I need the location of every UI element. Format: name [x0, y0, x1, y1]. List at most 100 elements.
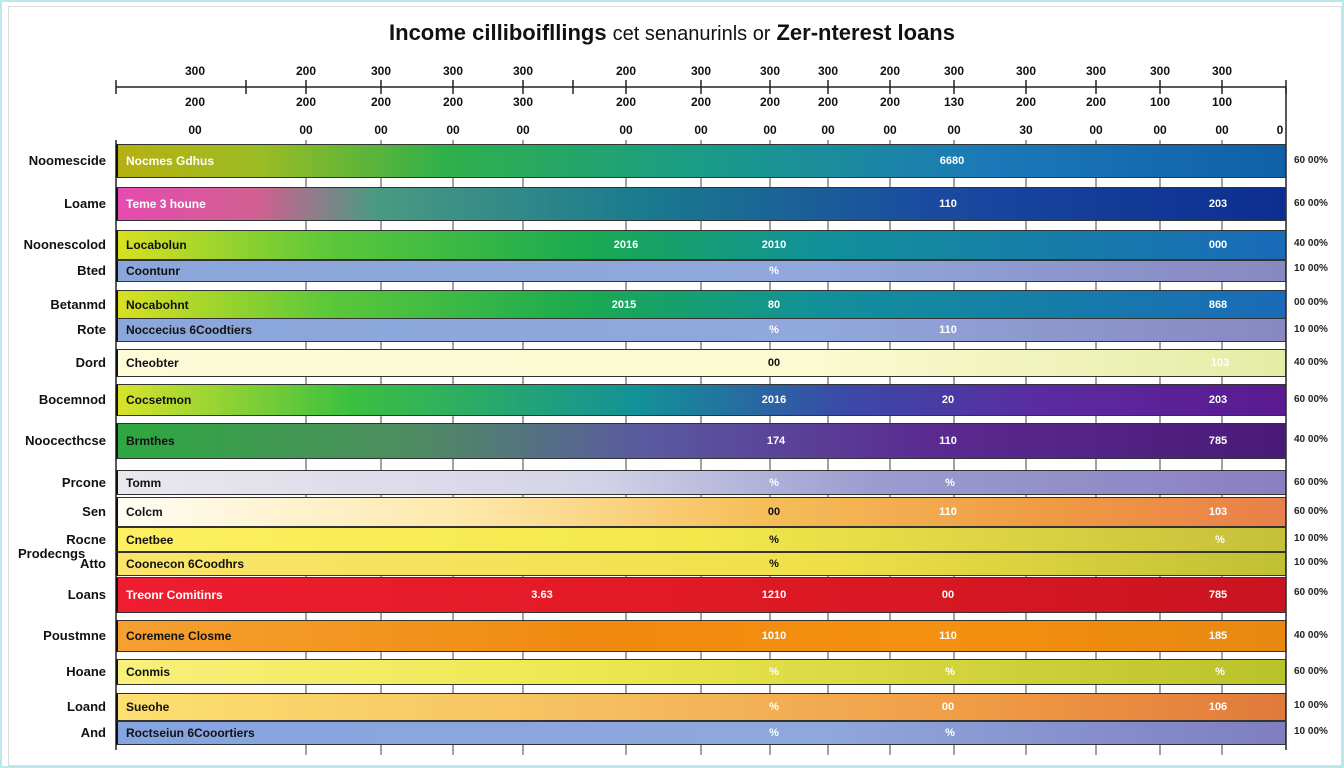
bar-value-label: 2010 [761, 239, 787, 251]
tick-label-mid: 200 [615, 95, 637, 109]
row-label: Bocemnod [38, 392, 106, 407]
tick-label-mid: 200 [442, 95, 464, 109]
row-label: Prcone [61, 474, 106, 490]
tick-label-bottom: 00 [188, 123, 202, 137]
bar-value-label: % [769, 265, 779, 277]
tick-label-top: 300 [1211, 64, 1233, 78]
tick-label-mid: 130 [943, 95, 965, 109]
bar-name-label: Cocsetmon [126, 393, 192, 407]
bar-value-label: 1010 [761, 630, 787, 642]
bar-name-label: Cheobter [126, 356, 179, 370]
bar-value-label: 6680 [939, 155, 965, 167]
row-percent: 10 00% [1294, 533, 1328, 544]
row-label: Noocecthcse [25, 433, 106, 448]
tick-label-bottom: 0 [1276, 123, 1284, 137]
bar-row: Nocmes Gdhus 6680 [116, 144, 1286, 178]
row-percent: 10 00% [1294, 324, 1328, 335]
bar-value-label: % [769, 727, 779, 739]
bar-value-label: 2016 [761, 394, 787, 406]
row-label: Rote [77, 322, 106, 337]
tick-label-bottom: 00 [947, 123, 961, 137]
bar-value-label: 785 [1208, 435, 1228, 447]
bar-value-label: 174 [766, 435, 786, 447]
tick-label-top: 300 [943, 64, 965, 78]
chart-title: Income cilliboifllings cet senanurinls or… [0, 20, 1344, 46]
bar-row: Cnetbee%% [116, 527, 1286, 552]
bar-row: Coonecon 6Coodhrs% [116, 552, 1286, 576]
bar-name-label: Sueohe [126, 700, 170, 714]
bar-name-label: Tomm [126, 475, 162, 490]
row-percent: 10 00% [1294, 700, 1328, 711]
bar-value-label: 00 [941, 701, 955, 713]
bar-value-label: % [945, 476, 955, 489]
row-percent: 60 00% [1294, 506, 1328, 517]
bar-value-label: % [769, 476, 779, 489]
bar-value-label: 2016 [613, 239, 639, 251]
row-label: Noomescide [28, 153, 106, 168]
bar-row: Nocabohnt 2015 80 868 [116, 290, 1286, 320]
bar-row: Treonr Comitinrs 3.63 1210 00 785 [116, 577, 1286, 613]
bar-value-label: 00 [767, 506, 781, 518]
row-percent: 60 00% [1294, 666, 1328, 677]
bar-value-label: 3.63 [531, 589, 553, 601]
side-label: Prodecngs [18, 546, 86, 561]
bar-name-label: Cnetbee [126, 532, 174, 547]
bar-value-label: 868 [1208, 299, 1228, 311]
row-percent: 40 00% [1294, 238, 1328, 249]
row-label: Hoane [66, 664, 106, 679]
row-percent: 60 00% [1294, 155, 1328, 166]
row-percent: 40 00% [1294, 357, 1328, 368]
row-label: Atto [80, 556, 106, 571]
tick-label-bottom: 00 [516, 123, 530, 137]
bar-value-label: 1210 [761, 589, 787, 601]
bar-row: Colcm 00 110 103 [116, 497, 1286, 527]
tick-label-mid: 200 [759, 95, 781, 109]
row-label: Sen [82, 504, 106, 519]
row-percent: 40 00% [1294, 434, 1328, 445]
bar-value-label: 80 [767, 299, 781, 311]
bar-value-label: 203 [1208, 394, 1228, 406]
row-percent: 10 00% [1294, 263, 1328, 274]
tick-label-mid: 200 [1085, 95, 1107, 109]
tick-label-bottom: 00 [1089, 123, 1103, 137]
tick-label-top: 300 [1015, 64, 1037, 78]
tick-label-bottom: 30 [1019, 123, 1033, 137]
tick-label-mid: 200 [690, 95, 712, 109]
row-percent: 60 00% [1294, 198, 1328, 209]
tick-label-mid: 300 [512, 95, 534, 109]
bar-value-label: 103 [1208, 506, 1228, 518]
bar-value-label: % [945, 727, 955, 739]
tick-label-top: 300 [759, 64, 781, 78]
bar-value-label: 00 [767, 357, 781, 369]
bar-value-label: % [769, 558, 779, 570]
bar-value-label: 20 [941, 394, 955, 406]
row-label: Loame [64, 196, 106, 211]
bar-value-label: 785 [1208, 589, 1228, 601]
tick-label-mid: 200 [879, 95, 901, 109]
bar-row: Coremene Closme 1010 110 185 [116, 620, 1286, 652]
bar-name-label: Teme 3 houne [126, 197, 206, 211]
tick-label-top: 300 [1085, 64, 1107, 78]
bar-value-label: % [945, 666, 955, 678]
tick-label-mid: 200 [370, 95, 392, 109]
bar-row: Teme 3 houne 110 203 [116, 187, 1286, 221]
tick-label-top: 200 [879, 64, 901, 78]
bar-row: Tomm%% [116, 470, 1286, 495]
tick-label-top: 300 [690, 64, 712, 78]
bar-name-label: Coontunr [126, 264, 180, 278]
tick-label-top: 300 [512, 64, 534, 78]
bar-value-label: 110 [939, 630, 957, 642]
tick-label-bottom: 00 [299, 123, 313, 137]
tick-label-bottom: 00 [1215, 123, 1229, 137]
bar-value-label: % [769, 666, 779, 678]
tick-label-mid: 100 [1211, 95, 1233, 109]
row-label: Bted [77, 263, 106, 278]
bar-value-label: 110 [939, 324, 957, 336]
tick-label-top: 300 [442, 64, 464, 78]
tick-label-bottom: 00 [446, 123, 460, 137]
row-label: Rocne [66, 531, 106, 547]
bar-row: Brmthes 174 110 785 [116, 423, 1286, 459]
tick-label-mid: 200 [295, 95, 317, 109]
tick-label-top: 300 [184, 64, 206, 78]
tick-label-mid: 200 [817, 95, 839, 109]
